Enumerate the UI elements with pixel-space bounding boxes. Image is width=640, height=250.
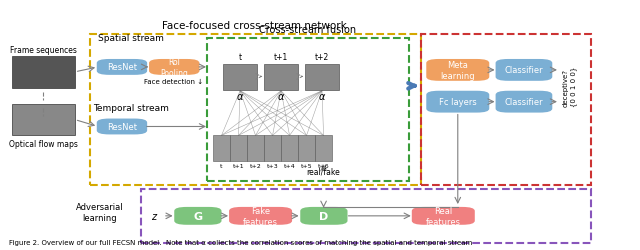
Text: t+1: t+1 (233, 164, 244, 168)
Text: t+2: t+2 (315, 53, 329, 62)
FancyBboxPatch shape (298, 136, 315, 162)
FancyBboxPatch shape (264, 65, 298, 90)
FancyBboxPatch shape (264, 136, 281, 162)
Bar (90, 35, 421, 185)
Text: RoI
Pooling: RoI Pooling (160, 58, 188, 77)
Text: Figure 2. Overview of our full FECSN model.  Note that α collects the correlatio: Figure 2. Overview of our full FECSN mod… (8, 239, 472, 245)
Text: t+4: t+4 (284, 164, 296, 168)
Text: α: α (278, 92, 284, 101)
Text: Spatial stream: Spatial stream (99, 34, 164, 43)
Text: Fake
features: Fake features (243, 206, 278, 226)
Text: Fc layers: Fc layers (439, 98, 477, 107)
Text: Meta
learning: Meta learning (440, 61, 475, 80)
Text: t+5: t+5 (301, 164, 312, 168)
Text: G: G (193, 211, 202, 221)
FancyBboxPatch shape (316, 136, 332, 162)
Bar (141, 189, 591, 243)
FancyBboxPatch shape (305, 65, 339, 90)
Text: α: α (237, 92, 243, 101)
Text: Real
features: Real features (426, 206, 461, 226)
FancyBboxPatch shape (230, 136, 246, 162)
FancyBboxPatch shape (174, 207, 221, 225)
Text: Frame sequences: Frame sequences (10, 46, 77, 55)
Text: z: z (151, 211, 156, 221)
FancyBboxPatch shape (229, 207, 292, 225)
FancyBboxPatch shape (426, 60, 490, 82)
Text: t: t (220, 164, 223, 168)
FancyBboxPatch shape (495, 92, 552, 113)
FancyBboxPatch shape (12, 104, 75, 136)
Text: t+6: t+6 (318, 164, 330, 168)
Text: t+3: t+3 (267, 164, 278, 168)
Text: deceptive?
{0 0 1 0 0}: deceptive? {0 0 1 0 0} (563, 66, 577, 106)
FancyBboxPatch shape (12, 57, 75, 88)
Text: Adversarial
learning: Adversarial learning (76, 202, 124, 222)
Text: ResNet: ResNet (107, 63, 137, 72)
FancyBboxPatch shape (300, 207, 348, 225)
FancyBboxPatch shape (247, 136, 264, 162)
Text: Face detection ↓: Face detection ↓ (144, 78, 203, 84)
Text: α: α (319, 92, 325, 101)
FancyBboxPatch shape (426, 92, 490, 113)
Text: real/fake: real/fake (307, 166, 340, 175)
FancyBboxPatch shape (97, 60, 147, 76)
Text: t+1: t+1 (274, 53, 288, 62)
Text: Cross-stream fusion: Cross-stream fusion (259, 25, 356, 35)
Text: t+2: t+2 (250, 164, 261, 168)
FancyBboxPatch shape (149, 60, 200, 76)
Text: ResNet: ResNet (107, 122, 137, 132)
FancyBboxPatch shape (97, 119, 147, 135)
FancyBboxPatch shape (213, 136, 230, 162)
Text: Temporal stream: Temporal stream (93, 103, 170, 112)
FancyBboxPatch shape (282, 136, 298, 162)
Text: Face-focused cross-stream network: Face-focused cross-stream network (162, 21, 347, 31)
Text: t: t (239, 53, 242, 62)
Text: Classifier: Classifier (504, 66, 543, 75)
Text: Classifier: Classifier (504, 98, 543, 107)
Bar (207, 39, 408, 181)
Bar (421, 35, 591, 185)
Text: Optical flow maps: Optical flow maps (9, 140, 77, 149)
FancyBboxPatch shape (495, 60, 552, 82)
Text: D: D (319, 211, 328, 221)
FancyBboxPatch shape (412, 207, 475, 225)
FancyBboxPatch shape (223, 65, 257, 90)
